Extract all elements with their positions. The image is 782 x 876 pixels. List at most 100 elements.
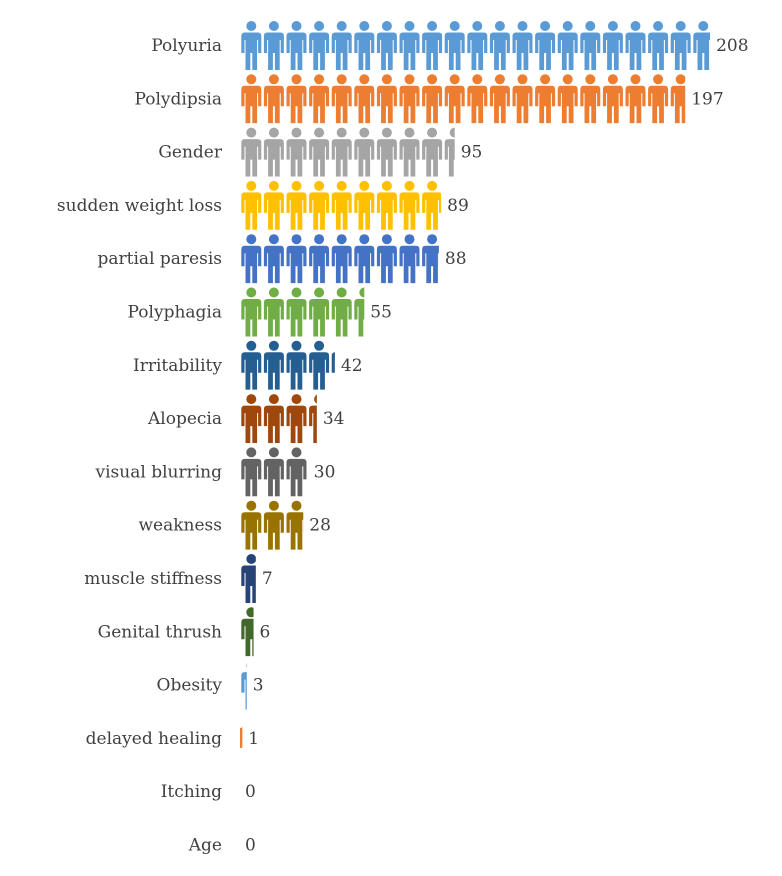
person-icon [286, 74, 307, 124]
person-icon [557, 74, 578, 124]
person-icon [354, 21, 375, 70]
person-icon [602, 21, 623, 70]
person-icon [376, 127, 397, 177]
value-label: 7 [262, 569, 273, 589]
person-icon [625, 21, 646, 70]
person-icon [444, 74, 465, 124]
person-icon [241, 127, 262, 177]
person-icon [331, 127, 352, 177]
value-label: 208 [716, 36, 748, 56]
person-icon [422, 21, 443, 70]
person-icon [241, 447, 262, 497]
category-label: weakness [138, 516, 222, 536]
person-icon [286, 21, 307, 70]
person-icon [467, 21, 488, 70]
person-icon [241, 180, 262, 230]
person-icon [376, 234, 397, 284]
bar-end-tick [240, 727, 243, 748]
chart-rows: Polyuria 208 Polydipsia 197 Gender 95 sudden w… [57, 21, 749, 856]
person-icon [422, 234, 439, 284]
person-icon [467, 74, 488, 124]
person-icon [286, 447, 307, 497]
category-label: Age [188, 836, 222, 856]
person-icon [489, 74, 510, 124]
category-label: Obesity [157, 676, 223, 696]
value-label: 3 [253, 676, 264, 696]
person-icon [422, 127, 443, 177]
bar-icons [241, 21, 711, 70]
person-icon [286, 287, 307, 337]
bar-icons [241, 340, 335, 390]
person-icon [263, 180, 284, 230]
person-icon [309, 287, 330, 337]
value-label: 1 [248, 729, 259, 749]
category-label: Genital thrush [98, 622, 222, 642]
person-icon [535, 21, 556, 70]
person-icon [444, 21, 465, 70]
bar-icons [241, 394, 317, 444]
bar-icons [241, 234, 439, 284]
person-icon [263, 21, 284, 70]
value-label: 88 [445, 249, 467, 269]
person-icon [557, 21, 578, 70]
person-icon [241, 394, 262, 444]
value-label: 42 [341, 356, 363, 376]
person-icon [376, 21, 397, 70]
category-label: Gender [158, 143, 223, 163]
person-icon [241, 287, 262, 337]
bar-icons [241, 127, 455, 177]
value-label: 197 [691, 89, 723, 109]
person-icon [489, 21, 510, 70]
bar-icons [241, 180, 442, 230]
value-label: 28 [309, 516, 331, 536]
category-label: Alopecia [147, 409, 222, 429]
person-icon [263, 234, 284, 284]
person-icon [399, 234, 420, 284]
person-icon [399, 74, 420, 124]
person-icon [399, 180, 420, 230]
person-icon [580, 74, 601, 124]
person-icon [693, 21, 711, 70]
person-icon [286, 180, 307, 230]
bar-icons [241, 287, 365, 337]
person-icon [670, 74, 686, 124]
person-icon [286, 394, 307, 444]
person-icon [286, 127, 307, 177]
person-icon [376, 74, 397, 124]
person-icon [241, 234, 262, 284]
value-label: 6 [260, 622, 271, 642]
person-icon [263, 74, 284, 124]
category-label: sudden weight loss [57, 196, 222, 216]
person-icon [331, 180, 352, 230]
person-icon [625, 74, 646, 124]
category-label: visual blurring [95, 462, 223, 482]
person-icon [648, 21, 669, 70]
person-icon [331, 287, 352, 337]
person-icon [309, 180, 330, 230]
person-icon [422, 180, 442, 230]
person-icon [263, 340, 284, 390]
person-icon [286, 234, 307, 284]
bar-icons [241, 447, 307, 497]
person-icon [263, 447, 284, 497]
category-label: partial paresis [98, 249, 222, 269]
person-icon [354, 234, 375, 284]
person-icon [331, 21, 352, 70]
person-icon [241, 74, 262, 124]
person-icon [241, 340, 262, 390]
person-icon [263, 287, 284, 337]
person-icon [354, 180, 375, 230]
person-icon [309, 127, 330, 177]
person-icon [422, 74, 443, 124]
value-label: 34 [323, 409, 345, 429]
value-label: 0 [245, 782, 256, 802]
person-icon [580, 21, 601, 70]
category-label: Polydipsia [134, 89, 222, 109]
category-label: muscle stiffness [84, 569, 222, 589]
person-icon [263, 500, 284, 550]
value-label: 30 [314, 462, 336, 482]
bar-icons [241, 500, 304, 550]
person-icon [263, 127, 284, 177]
person-icon [263, 394, 284, 444]
